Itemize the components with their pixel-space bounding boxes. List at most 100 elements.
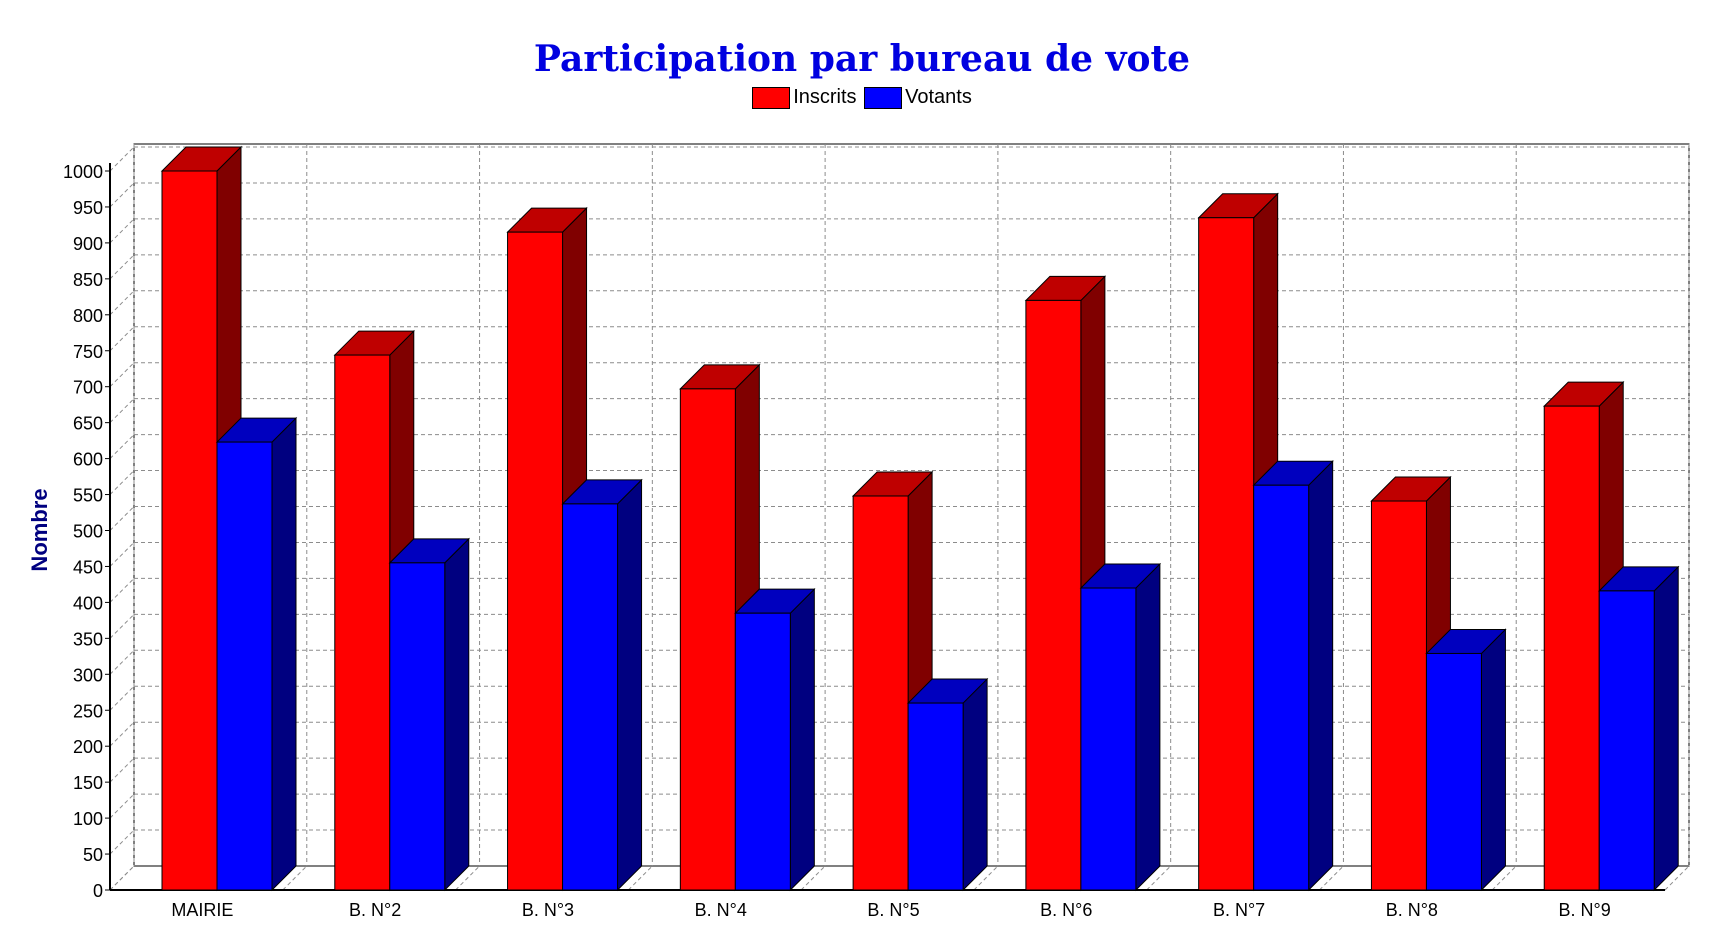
bar-front (507, 231, 564, 891)
bar-front (679, 388, 736, 891)
y-tick-label: 450 (73, 557, 103, 577)
bar-votants-6 (1252, 459, 1334, 892)
y-tick-label: 300 (73, 665, 103, 685)
bar-votants-5 (1079, 562, 1162, 892)
y-tick-label: 50 (83, 845, 103, 865)
gridline-floor (1664, 865, 1690, 891)
x-tick-label: B. N°2 (349, 900, 401, 920)
chart-title: Participation par bureau de vote (533, 38, 1191, 80)
gridline-floor (109, 865, 135, 891)
y-tick-label: 1000 (63, 162, 103, 182)
y-tick-label: 250 (73, 701, 103, 721)
gridline-floor (455, 865, 480, 891)
gridline-diag (109, 182, 135, 208)
gridline-floor (1491, 865, 1517, 891)
bar-front (161, 170, 218, 891)
gridline-diag (109, 470, 135, 495)
bar-front (1253, 484, 1310, 891)
y-tick-label: 400 (73, 593, 103, 613)
gridline-diag (109, 362, 135, 388)
x-tick-label: B. N°4 (695, 900, 747, 920)
bar-front (1425, 652, 1482, 891)
x-tick-label: B. N°6 (1040, 900, 1092, 920)
bar-front (1025, 299, 1082, 891)
legend-item-inscrits: Inscrits (752, 86, 857, 109)
y-axis-label: Nombre (27, 488, 52, 571)
y-tick-label: 900 (73, 234, 103, 254)
gridline-diag (109, 829, 135, 855)
bars (160, 145, 1680, 892)
gridline-floor (1319, 865, 1344, 891)
bar-side (271, 416, 297, 892)
x-tick-label: B. N°3 (522, 900, 574, 920)
gridline-diag (109, 685, 135, 711)
bar-front (1543, 405, 1600, 891)
bar-side (1653, 565, 1679, 892)
y-tick-label: 150 (73, 773, 103, 793)
bar-front (389, 562, 446, 891)
legend-item-votants: Votants (864, 86, 972, 109)
y-tick-label: 950 (73, 198, 103, 218)
gridline-floor (1146, 865, 1172, 891)
gridline-diag (109, 793, 135, 819)
bar-front (1370, 500, 1427, 891)
gridline-diag (109, 542, 135, 567)
bar-front (562, 503, 619, 891)
bar-side (1135, 562, 1161, 892)
y-tick-label: 350 (73, 629, 103, 649)
bar-side (789, 587, 815, 892)
gridline-diag (109, 613, 135, 639)
bar-votants-4 (906, 677, 989, 892)
gridline-floor (973, 865, 999, 891)
gridline-diag (109, 146, 135, 172)
bar-side (1308, 459, 1334, 892)
x-tick-label: B. N°5 (867, 900, 919, 920)
gridline-diag (109, 757, 135, 783)
y-tick-label: 500 (73, 522, 103, 542)
gridline-floor (800, 865, 826, 891)
y-tick-label: 0 (93, 881, 103, 901)
bar-front (852, 495, 909, 891)
gridline-diag (109, 506, 135, 531)
bar-side (962, 677, 988, 892)
gridline-diag (109, 254, 135, 280)
gridline-diag (109, 434, 135, 459)
x-tick-label: B. N°8 (1386, 900, 1438, 920)
y-tick-label: 600 (73, 450, 103, 470)
bar-side (617, 478, 643, 892)
x-tick-label: MAIRIE (171, 900, 233, 920)
bar-side (444, 537, 470, 892)
y-tick-label: 200 (73, 737, 103, 757)
gridline-diag (109, 326, 135, 352)
legend-swatch-votants (864, 86, 903, 109)
legend-label-votants: Votants (905, 86, 972, 109)
bar-votants-3 (734, 587, 816, 892)
y-tick-label: 750 (73, 342, 103, 362)
x-tick-label: B. N°7 (1213, 900, 1265, 920)
gridline-diag (109, 290, 135, 316)
bar-votants-7 (1425, 628, 1507, 892)
x-tick-label: B. N°9 (1559, 900, 1611, 920)
y-tick-label: 650 (73, 414, 103, 434)
bar-votants-8 (1598, 565, 1680, 892)
bar-front (734, 612, 791, 891)
bar-front (1198, 217, 1255, 891)
gridline-diag (109, 649, 135, 675)
bar-votants-1 (388, 537, 470, 892)
legend-label-inscrits: Inscrits (793, 86, 857, 109)
bar-front (1080, 587, 1137, 891)
y-tick-label: 800 (73, 306, 103, 326)
gridline-diag (109, 578, 135, 603)
gridline-floor (282, 865, 308, 891)
gridline-diag (109, 218, 135, 244)
bar-votants-0 (215, 416, 298, 892)
bar-votants-2 (561, 478, 643, 892)
gridline-floor (627, 865, 653, 891)
y-tick-label: 100 (73, 809, 103, 829)
legend: Inscrits Votants (0, 86, 1724, 109)
gridline-diag (109, 721, 135, 747)
y-tick-label: 700 (73, 378, 103, 398)
bar-front (1598, 590, 1655, 891)
bar-front (907, 702, 964, 891)
